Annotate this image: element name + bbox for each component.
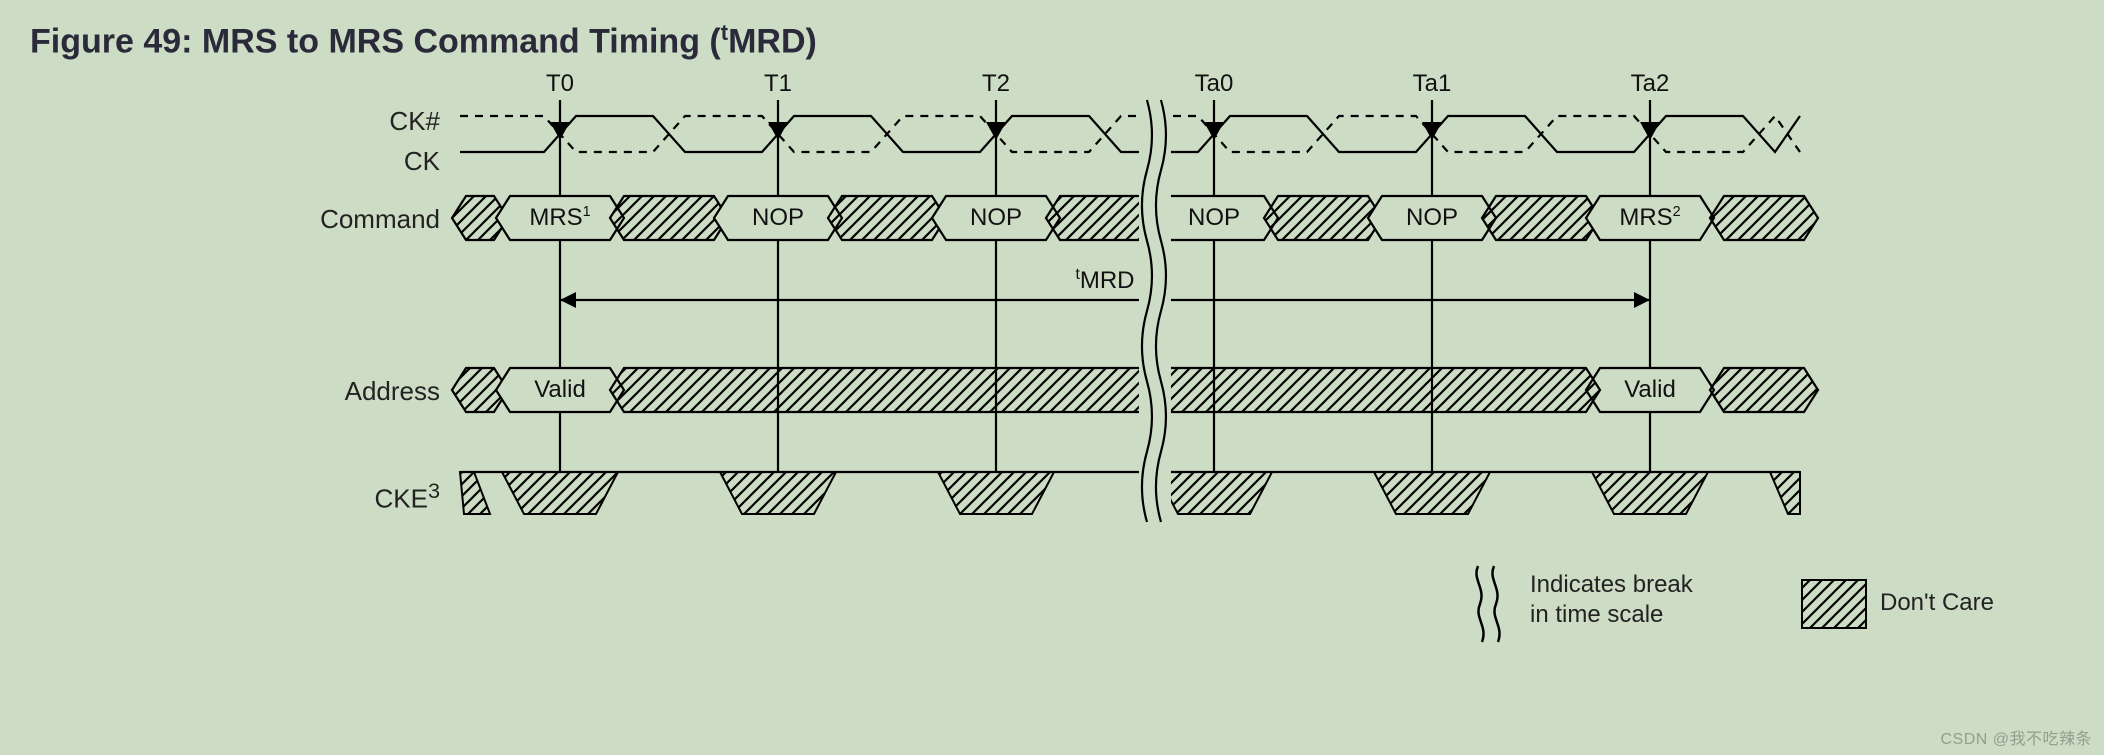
tick-label: T2 — [982, 70, 1010, 98]
bus-cell: NOP — [1188, 204, 1240, 232]
legend-break-text: Indicates break in time scale — [1530, 570, 1693, 630]
label-command: Command — [260, 204, 440, 235]
bus-cell: NOP — [752, 204, 804, 232]
legend-dontcare-icon — [1800, 578, 1870, 633]
tick-label: Ta2 — [1631, 70, 1670, 98]
watermark: CSDN @我不吃辣条 — [1940, 725, 2092, 749]
bus-cell: MRS1 — [529, 204, 590, 232]
timing-diagram: CK# CK Command Address CKE3 T0 T1 T2 Ta0 Ta1… — [0, 70, 2104, 700]
label-ckhash: CK# — [260, 106, 440, 137]
tick-label: T0 — [546, 70, 574, 98]
legend-break-icon — [1450, 560, 1530, 650]
bus-cell: MRS2 — [1619, 204, 1680, 232]
label-cke: CKE3 — [260, 478, 440, 515]
bus-cell: NOP — [970, 204, 1022, 232]
tick-label: T1 — [764, 70, 792, 98]
bus-cell: Valid — [534, 376, 586, 404]
label-address: Address — [260, 376, 440, 407]
bus-cell: Valid — [1624, 376, 1676, 404]
tick-label: Ta0 — [1195, 70, 1234, 98]
legend-dontcare-text: Don't Care — [1880, 588, 1994, 618]
bus-cell: NOP — [1406, 204, 1458, 232]
figure-title: Figure 49: MRS to MRS Command Timing (tM… — [30, 20, 817, 61]
tmrd-label: tMRD — [1076, 266, 1135, 295]
label-ck: CK — [260, 146, 440, 177]
tick-label: Ta1 — [1413, 70, 1452, 98]
